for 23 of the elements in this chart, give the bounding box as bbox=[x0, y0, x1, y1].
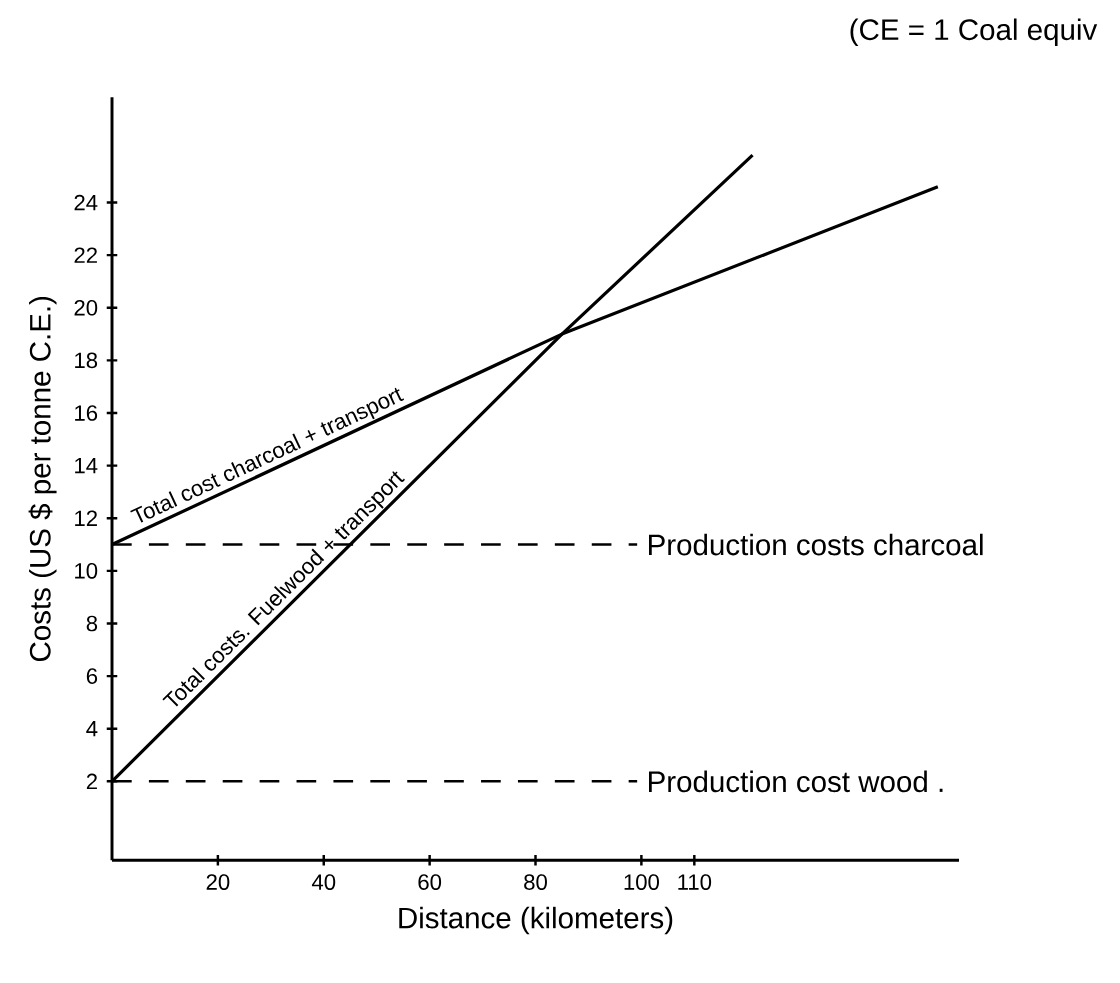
y-tick-label: 14 bbox=[75, 458, 98, 474]
y-tick-label: 16 bbox=[75, 405, 98, 421]
x-tick-label: 100 bbox=[624, 874, 659, 891]
y-axis-title: Costs (US $ per tonne C.E.) bbox=[28, 297, 57, 662]
x-axis-title: Distance (kilometers) bbox=[399, 906, 673, 935]
ref-line-label: Production costs charcoal bbox=[649, 533, 983, 556]
x-tick-label: 80 bbox=[524, 874, 547, 891]
y-tick-label: 2 bbox=[86, 773, 97, 790]
x-tick-label: 40 bbox=[311, 874, 336, 891]
x-tick-label: 20 bbox=[206, 874, 230, 891]
y-tick-label: 4 bbox=[86, 721, 98, 737]
x-tick-label: 110 bbox=[678, 874, 712, 891]
x-tick-label: 60 bbox=[418, 874, 442, 891]
y-tick-label: 20 bbox=[74, 300, 98, 316]
text: (CE = 1 Coal equiv bbox=[850, 18, 1098, 47]
y-tick-label: 10 bbox=[75, 563, 98, 579]
y-tick-label: 22 bbox=[74, 247, 97, 263]
y-tick-label: 6 bbox=[86, 668, 98, 685]
y-tick-label: 24 bbox=[74, 194, 98, 211]
y-tick-label: 8 bbox=[86, 615, 98, 632]
y-tick-label: 12 bbox=[75, 510, 97, 527]
ref-line-label: Production cost wood . bbox=[649, 770, 943, 793]
y-tick-label: 18 bbox=[75, 352, 98, 369]
